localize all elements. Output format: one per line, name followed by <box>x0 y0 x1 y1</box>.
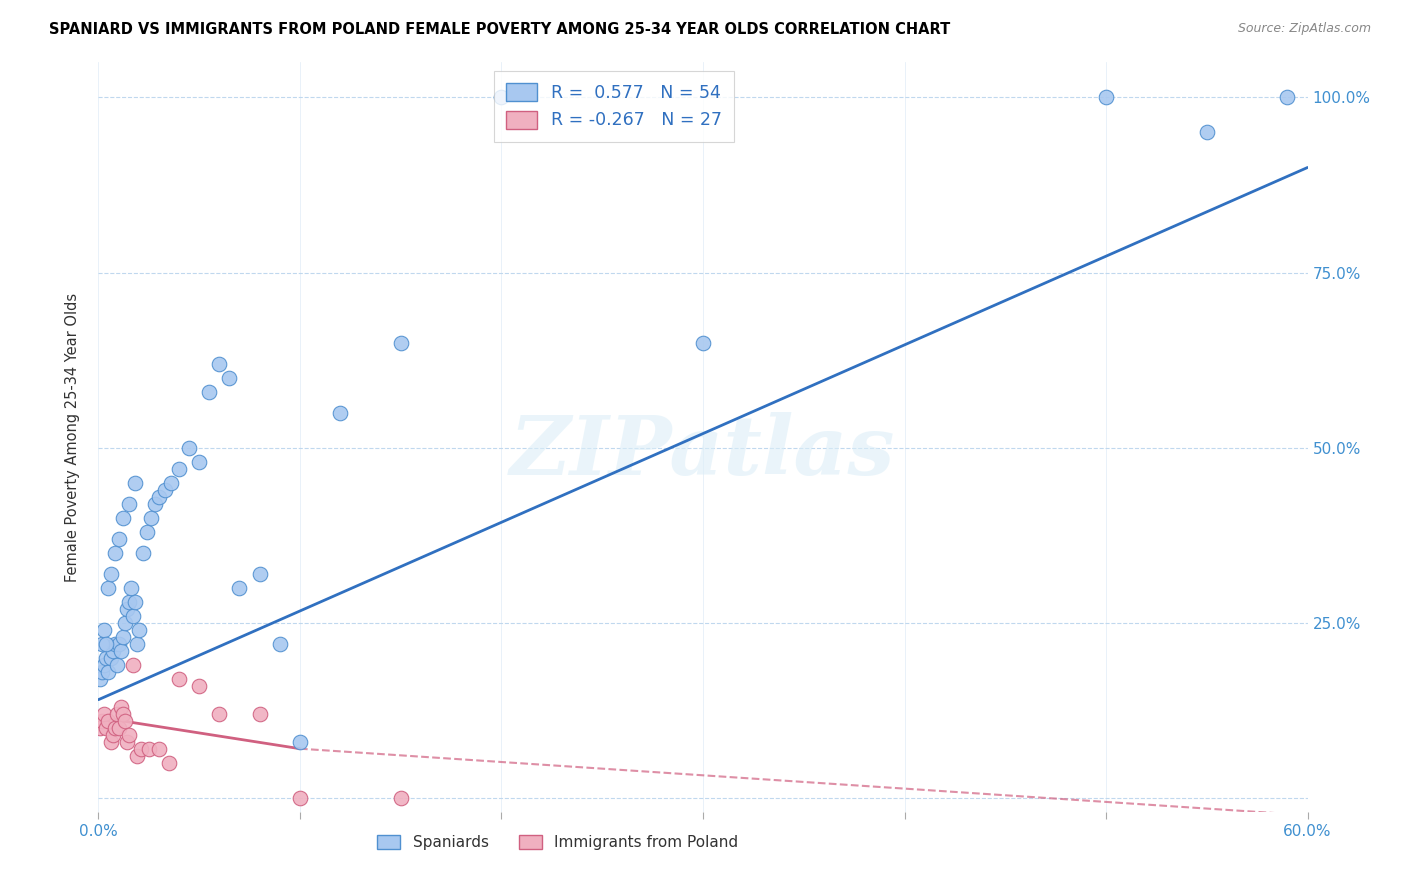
Point <box>115 601 138 615</box>
Point <box>111 630 134 644</box>
Point <box>249 706 271 721</box>
Point <box>128 623 150 637</box>
Point <box>389 790 412 805</box>
Point <box>93 623 115 637</box>
Point <box>148 741 170 756</box>
Point <box>111 510 134 524</box>
Point <box>157 756 180 770</box>
Point <box>103 546 125 560</box>
Point <box>188 454 211 468</box>
Point <box>96 721 118 735</box>
Point <box>103 721 125 735</box>
Point <box>135 524 157 539</box>
Point <box>121 657 143 672</box>
Y-axis label: Female Poverty Among 25-34 Year Olds: Female Poverty Among 25-34 Year Olds <box>65 293 80 582</box>
Point <box>100 566 122 581</box>
Point <box>228 581 250 595</box>
Point <box>491 90 513 104</box>
Point <box>132 546 155 560</box>
Point <box>107 637 129 651</box>
Point <box>105 706 128 721</box>
Point <box>138 741 160 756</box>
Point <box>167 461 190 475</box>
Point <box>129 741 152 756</box>
Point <box>96 650 118 665</box>
Point <box>93 657 115 672</box>
Point <box>249 566 271 581</box>
Point <box>148 490 170 504</box>
Point <box>1195 126 1218 140</box>
Text: Source: ZipAtlas.com: Source: ZipAtlas.com <box>1237 22 1371 36</box>
Point <box>97 581 120 595</box>
Point <box>125 637 148 651</box>
Point <box>118 497 141 511</box>
Point <box>125 748 148 763</box>
Point <box>288 734 311 748</box>
Point <box>208 357 231 371</box>
Point <box>288 790 311 805</box>
Point <box>1277 90 1299 104</box>
Point <box>389 335 412 350</box>
Point <box>124 475 146 490</box>
Legend: Spaniards, Immigrants from Poland: Spaniards, Immigrants from Poland <box>371 830 745 856</box>
Point <box>139 510 162 524</box>
Point <box>101 643 124 657</box>
Point <box>120 581 142 595</box>
Point <box>329 406 352 420</box>
Point <box>91 637 114 651</box>
Point <box>124 594 146 608</box>
Point <box>107 721 129 735</box>
Point <box>91 714 114 728</box>
Point <box>218 370 240 384</box>
Point <box>153 483 176 497</box>
Point <box>208 706 231 721</box>
Point <box>179 441 201 455</box>
Point <box>160 475 183 490</box>
Point <box>167 672 190 686</box>
Point <box>1095 90 1118 104</box>
Point <box>115 734 138 748</box>
Text: ZIPatlas: ZIPatlas <box>510 412 896 492</box>
Point <box>114 714 136 728</box>
Point <box>188 679 211 693</box>
Point <box>100 650 122 665</box>
Point <box>198 384 221 399</box>
Point <box>91 665 114 679</box>
Point <box>105 657 128 672</box>
Point <box>89 721 111 735</box>
Point <box>692 335 714 350</box>
Point <box>118 594 141 608</box>
Point <box>100 734 122 748</box>
Point <box>93 706 115 721</box>
Point <box>110 643 132 657</box>
Point <box>101 728 124 742</box>
Point <box>107 532 129 546</box>
Point <box>97 665 120 679</box>
Point <box>103 637 125 651</box>
Text: SPANIARD VS IMMIGRANTS FROM POLAND FEMALE POVERTY AMONG 25-34 YEAR OLDS CORRELAT: SPANIARD VS IMMIGRANTS FROM POLAND FEMAL… <box>49 22 950 37</box>
Point <box>89 672 111 686</box>
Point <box>114 615 136 630</box>
Point <box>97 714 120 728</box>
Point <box>96 637 118 651</box>
Point <box>121 608 143 623</box>
Point <box>143 497 166 511</box>
Point <box>111 706 134 721</box>
Point <box>269 637 291 651</box>
Point <box>110 699 132 714</box>
Point <box>118 728 141 742</box>
